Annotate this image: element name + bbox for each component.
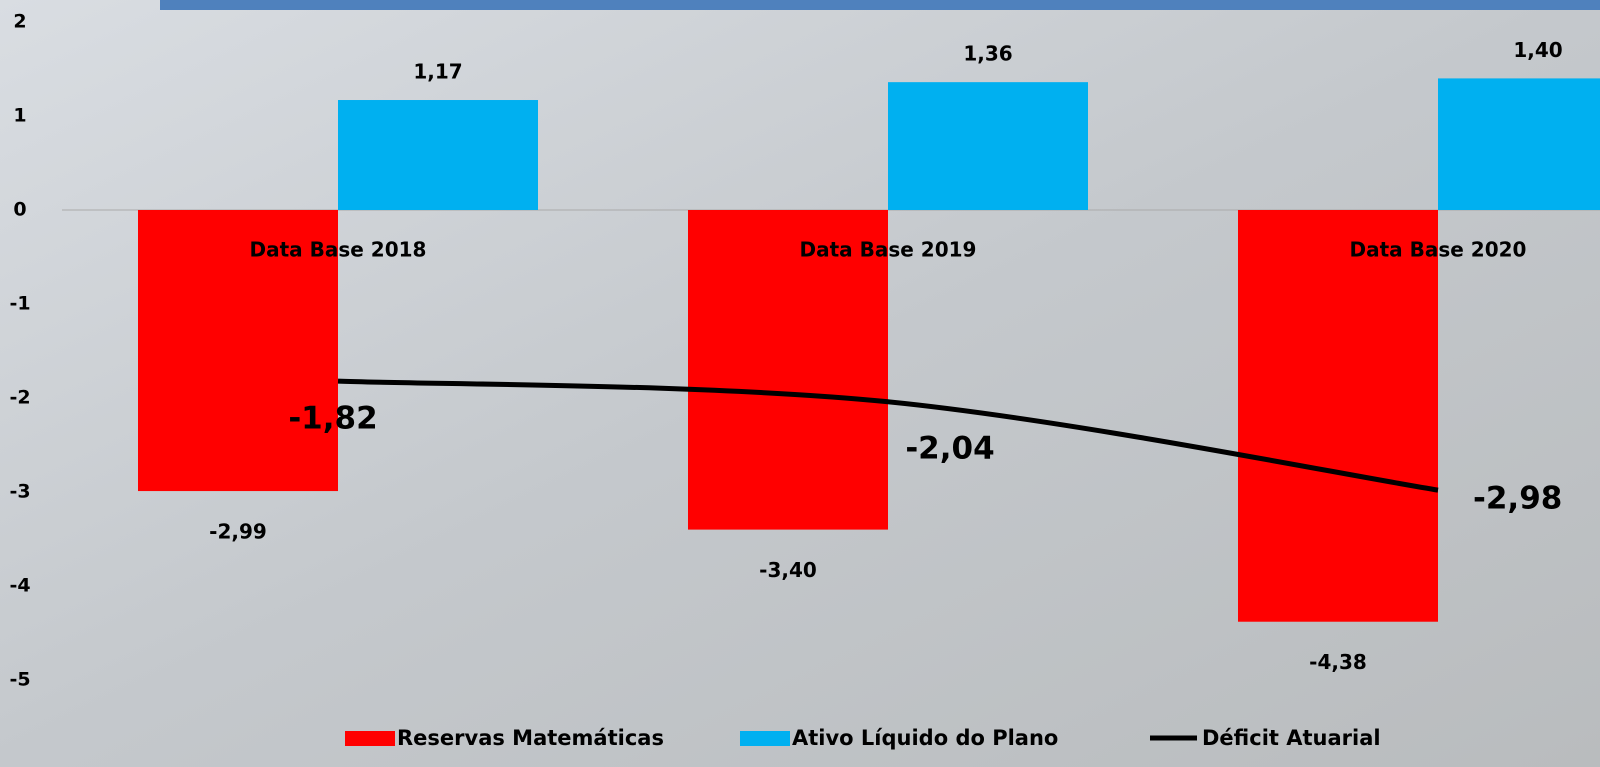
legend-label: Déficit Atuarial [1202, 726, 1381, 750]
value-label: -4,38 [1309, 650, 1367, 674]
value-label: 1,36 [963, 42, 1012, 66]
value-label: 1,17 [413, 60, 462, 84]
y-tick-label: -2 [9, 387, 30, 409]
y-tick-label: 0 [13, 199, 26, 221]
y-tick-label: 2 [13, 11, 26, 33]
bar [1438, 78, 1600, 211]
legend-swatch [740, 731, 790, 746]
value-label: -2,99 [209, 520, 267, 544]
line-value-label: -2,98 [1473, 481, 1562, 517]
bar [888, 82, 1088, 210]
y-tick-label: 1 [13, 105, 26, 127]
line [337, 378, 1439, 493]
line-value-label: -1,82 [288, 401, 377, 437]
x-tick-label: Data Base 2018 [250, 238, 427, 262]
y-tick-label: -3 [9, 481, 30, 503]
y-tick-label: -5 [9, 669, 30, 691]
bar [138, 210, 338, 492]
y-tick-label: -1 [9, 293, 30, 315]
x-tick-label: Data Base 2019 [800, 238, 977, 262]
value-label: -3,40 [759, 558, 817, 582]
bar [338, 100, 538, 210]
bar [688, 210, 888, 530]
y-tick-label: -4 [9, 575, 30, 597]
x-tick-label: Data Base 2020 [1350, 238, 1527, 262]
bar [1238, 210, 1438, 622]
value-label: 1,40 [1513, 38, 1562, 62]
legend-label: Ativo Líquido do Plano [792, 726, 1058, 750]
legend-swatch [345, 731, 395, 746]
line-value-label: -2,04 [905, 430, 994, 466]
header-band [160, 0, 1600, 10]
legend-label: Reservas Matemáticas [397, 726, 664, 750]
